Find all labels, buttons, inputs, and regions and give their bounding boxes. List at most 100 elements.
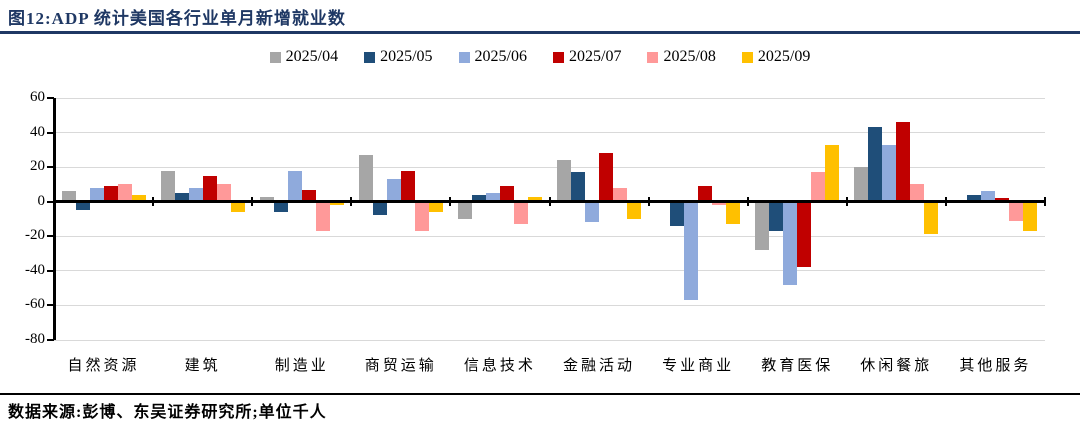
gridline (54, 166, 1045, 168)
bar (457, 201, 472, 219)
gridline (54, 304, 1045, 306)
bar (259, 196, 274, 202)
gridline (54, 339, 1045, 341)
x-axis-category-tick (845, 197, 848, 207)
y-axis-tick (47, 339, 54, 341)
bar (117, 184, 132, 202)
bar (386, 179, 401, 202)
bar (202, 175, 217, 202)
bar (400, 170, 415, 202)
x-axis-category-tick (350, 197, 353, 207)
legend-swatch-icon (553, 51, 564, 63)
bar (103, 186, 118, 202)
bar (627, 201, 641, 219)
bar (499, 186, 514, 202)
bar (485, 193, 500, 202)
bar (1023, 201, 1038, 232)
x-axis-category-tick (449, 197, 452, 207)
legend-swatch-icon (741, 51, 753, 63)
chart-legend: 2025/04 2025/05 2025/06 2025/07 2025/08 2025/… (0, 48, 1080, 66)
y-axis-tick (47, 200, 54, 203)
x-axis-category-tick (647, 197, 650, 207)
bar (89, 187, 104, 202)
y-axis-tick (47, 235, 54, 238)
legend-item: 2025/06 (458, 48, 527, 66)
legend-item: 2025/04 (269, 48, 339, 66)
bar (924, 201, 939, 235)
bar (684, 201, 699, 301)
x-axis-category-label: 教育医保 (761, 358, 834, 374)
bar (712, 201, 727, 206)
y-axis-tick-label: 60 (30, 89, 45, 105)
legend-swatch-icon (269, 51, 281, 63)
legend-label: 2025/06 (474, 48, 527, 65)
x-axis-category-tick (251, 197, 254, 207)
bar (372, 201, 387, 216)
bar (613, 187, 627, 202)
bar (670, 201, 685, 226)
legend-item: 2025/08 (647, 48, 716, 66)
data-source: 数据来源:彭博、东吴证券研究所;单位千人 (8, 404, 327, 421)
gridline (54, 235, 1045, 237)
bar (896, 122, 911, 202)
y-axis-tick-label: -40 (25, 261, 45, 278)
bar (471, 194, 486, 202)
y-axis-tick-label: 40 (30, 123, 45, 140)
bar (967, 194, 982, 202)
x-axis-category-tick (746, 197, 749, 207)
x-axis-category-label: 制造业 (274, 358, 329, 374)
legend-swatch-icon (458, 51, 470, 63)
x-axis-category-label: 其他服务 (959, 358, 1032, 374)
gridline (54, 132, 1045, 134)
y-axis-tick (47, 166, 54, 169)
bar (174, 193, 189, 202)
legend-label: 2025/09 (757, 48, 811, 65)
y-axis-tick (47, 131, 54, 134)
x-axis-category-label: 商贸运输 (364, 358, 437, 374)
y-axis-tick (47, 304, 54, 307)
legend-label: 2025/05 (380, 48, 433, 65)
footer-divider (0, 393, 1080, 395)
y-axis-tick-label: -60 (25, 296, 45, 313)
legend-label: 2025/08 (663, 48, 716, 65)
x-axis-category-label: 金融活动 (562, 358, 635, 374)
bar (358, 155, 373, 202)
bar (414, 201, 429, 232)
legend-swatch-icon (647, 51, 659, 63)
bar (315, 201, 330, 232)
bar (698, 186, 713, 202)
bar (329, 201, 344, 206)
bar (726, 201, 741, 225)
y-axis-tick (47, 97, 54, 99)
bar (868, 127, 883, 202)
bar (160, 170, 175, 202)
bar (995, 198, 1010, 202)
legend-label: 2025/07 (569, 48, 622, 65)
x-axis-category-label: 休闲餐旅 (860, 358, 933, 374)
bar (811, 172, 826, 202)
bar (571, 172, 585, 202)
x-axis-category-label: 信息技术 (463, 358, 536, 374)
bar (825, 144, 840, 202)
x-axis-category-label: 专业商业 (662, 358, 735, 374)
bar (797, 201, 812, 268)
x-axis-category-tick (548, 197, 551, 207)
bar (514, 201, 528, 225)
bar (131, 194, 146, 202)
bar (528, 196, 542, 202)
bar (230, 201, 245, 213)
y-axis-line (52, 98, 56, 340)
bar (287, 170, 302, 202)
bar (61, 191, 76, 202)
bar (910, 184, 925, 202)
bar (1009, 201, 1024, 221)
legend-item: 2025/05 (364, 48, 433, 66)
bar (769, 201, 784, 232)
x-axis-category-tick (152, 197, 155, 207)
gridline (54, 97, 1045, 99)
legend-label: 2025/04 (285, 48, 339, 65)
legend-swatch-icon (364, 51, 376, 63)
y-axis-tick-label: -20 (25, 227, 45, 244)
legend-item: 2025/07 (553, 48, 621, 66)
